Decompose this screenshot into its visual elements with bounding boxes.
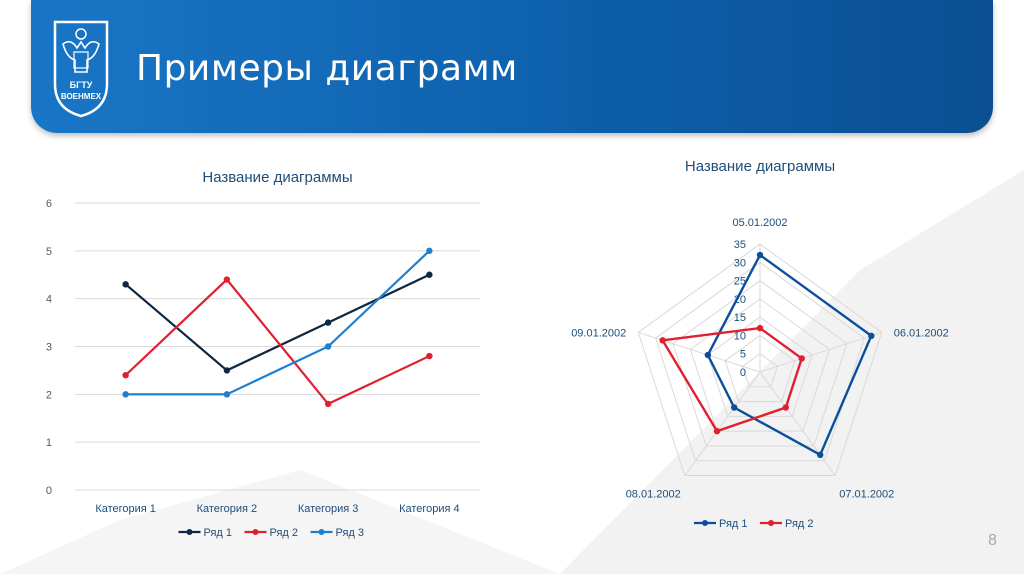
radar-data-point	[704, 351, 712, 359]
radar-chart: Название диаграммы0510152025303505.01.20…	[571, 158, 949, 530]
data-point	[324, 343, 332, 350]
data-point	[223, 276, 231, 283]
r-tick-label: 30	[734, 257, 746, 269]
radar-spoke	[759, 371, 836, 476]
radar-category-label: 06.01.2002	[894, 327, 949, 339]
x-tick-label: Категория 2	[197, 503, 258, 515]
data-point	[223, 367, 231, 374]
radar-data-point	[756, 251, 764, 259]
data-point	[324, 319, 332, 326]
series-line	[124, 277, 430, 406]
logo-text-1: БГТУ	[70, 80, 93, 90]
header-banner: БГТУ ВОЕНМЕХ Примеры диаграмм	[31, 0, 993, 133]
data-point	[122, 391, 129, 398]
data-point	[122, 372, 129, 379]
radar-data-point	[868, 332, 875, 340]
logo-text-2: ВОЕНМЕХ	[61, 92, 102, 101]
line-chart-title: Название диаграммы	[202, 169, 352, 186]
legend-label: Ряд 2	[270, 527, 299, 539]
legend-label: Ряд 1	[204, 527, 233, 539]
r-tick-label: 25	[734, 276, 746, 288]
radar-data-point	[756, 324, 764, 332]
series-line	[124, 273, 430, 372]
legend-marker	[252, 529, 259, 535]
page-title: Примеры диаграмм	[136, 48, 518, 89]
radar-gridline	[672, 279, 848, 447]
radar-data-point	[798, 355, 805, 362]
radar-series-line	[660, 326, 804, 433]
data-point	[324, 400, 332, 408]
radar-gridline	[689, 298, 831, 432]
university-emblem-icon: БГТУ ВОЕНМЕХ	[53, 20, 109, 118]
radar-data-point	[713, 427, 721, 435]
page-number: 8	[988, 532, 997, 549]
radar-category-label: 09.01.2002	[571, 327, 626, 339]
radar-gridline	[742, 353, 778, 388]
legend-marker	[186, 529, 193, 535]
legend-label: Ряд 1	[719, 518, 748, 530]
legend-label: Ряд 3	[336, 527, 365, 539]
x-tick-label: Категория 3	[298, 503, 359, 515]
radar-gridline	[724, 334, 796, 403]
legend-marker	[702, 520, 708, 526]
data-point	[122, 281, 129, 288]
radar-spoke	[638, 331, 761, 373]
x-tick-label: Категория 1	[95, 503, 156, 515]
radar-data-point	[782, 404, 789, 411]
y-tick-label: 4	[46, 294, 52, 306]
data-point	[426, 352, 433, 360]
line-chart: Название диаграммы 0 1 2 3 4 5 6 Категория 1 Кате…	[46, 169, 480, 539]
legend-label: Ряд 2	[785, 518, 814, 530]
y-tick-label: 5	[46, 246, 52, 258]
radar-spoke	[684, 371, 761, 476]
radar-gridline	[637, 243, 883, 477]
radar-series-line	[706, 253, 873, 457]
r-tick-label: 35	[734, 239, 746, 251]
r-tick-label: 0	[740, 367, 746, 379]
x-tick-label: Категория 4	[399, 503, 460, 515]
y-tick-label: 2	[46, 389, 52, 401]
y-tick-label: 3	[46, 342, 52, 354]
data-point	[426, 247, 433, 255]
radar-category-label: 08.01.2002	[626, 489, 681, 501]
y-tick-label: 6	[46, 198, 52, 210]
data-point	[223, 391, 231, 398]
radar-data-point	[659, 337, 666, 344]
y-tick-label: 0	[46, 485, 52, 497]
radar-category-label: 05.01.2002	[732, 217, 787, 229]
r-tick-label: 5	[740, 349, 746, 361]
radar-category-label: 07.01.2002	[839, 489, 894, 501]
radar-spoke	[759, 331, 882, 373]
radar-chart-title: Название диаграммы	[685, 158, 835, 175]
series-line	[125, 250, 431, 396]
r-tick-label: 15	[734, 312, 746, 324]
legend-marker	[318, 529, 325, 535]
radar-data-point	[816, 451, 824, 459]
radar-gridline	[655, 261, 865, 462]
y-tick-label: 1	[46, 437, 52, 449]
data-point	[426, 271, 433, 278]
radar-data-point	[731, 404, 738, 411]
legend-marker	[768, 520, 774, 526]
r-tick-label: 10	[734, 330, 746, 342]
